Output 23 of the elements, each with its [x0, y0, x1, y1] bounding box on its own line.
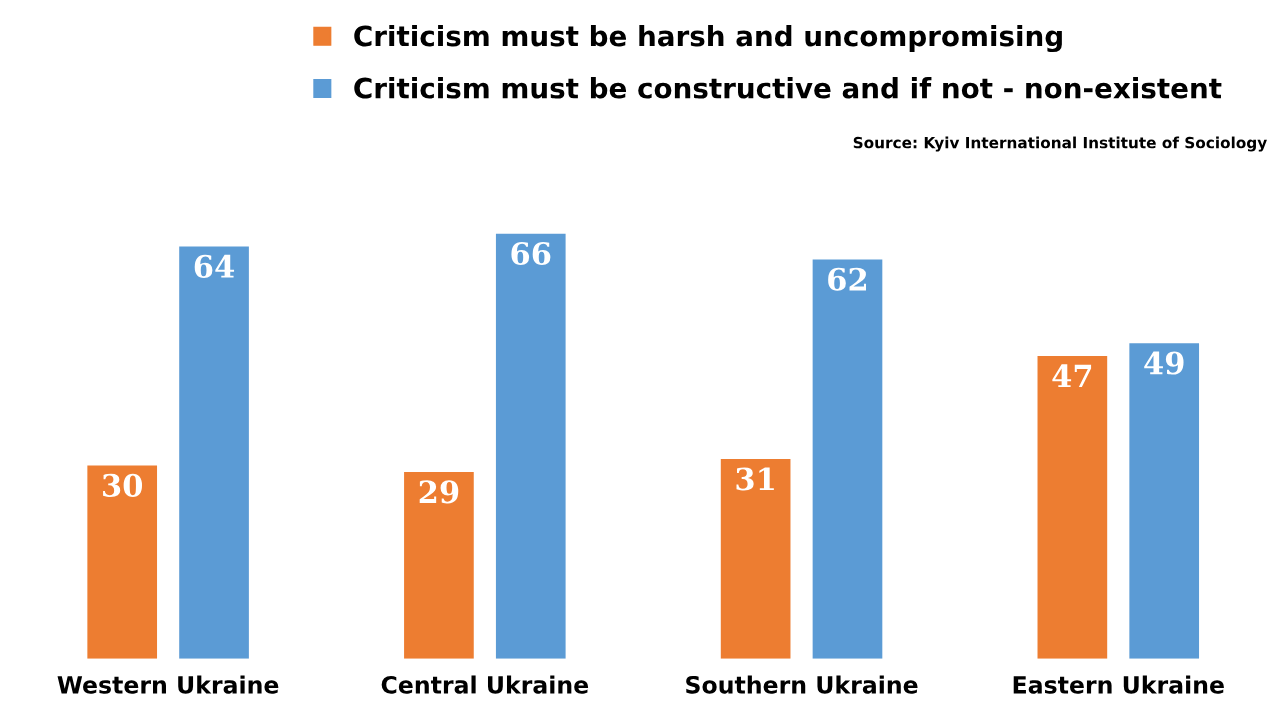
data-label: 47 — [1052, 364, 1092, 388]
data-label: 66 — [511, 241, 551, 266]
data-label: 31 — [736, 467, 774, 491]
x-tick-label: Western Ukraine — [57, 675, 279, 694]
source-note: Source: Kyiv International Institute of Sociology — [853, 136, 1267, 152]
bar — [404, 471, 474, 659]
bar — [495, 233, 566, 659]
data-label: 29 — [419, 480, 459, 504]
bar — [1129, 343, 1200, 659]
legend-label: Criticism must be constructive and if not - non-existent — [354, 77, 1222, 99]
bar — [1037, 356, 1108, 659]
x-tick-label: Central Ukraine — [381, 675, 589, 694]
data-label: 49 — [1144, 351, 1184, 375]
bar — [179, 246, 249, 659]
legend-label: Criticism must be harsh and uncompromising — [354, 25, 1062, 53]
x-tick-label: Eastern Ukraine — [1013, 675, 1224, 694]
data-label: 30 — [103, 473, 143, 497]
x-tick-label: Southern Ukraine — [686, 675, 918, 694]
bar — [87, 465, 158, 659]
data-label: 62 — [828, 267, 866, 291]
data-label: 64 — [194, 254, 235, 278]
bar — [720, 459, 791, 659]
bar — [812, 259, 883, 659]
